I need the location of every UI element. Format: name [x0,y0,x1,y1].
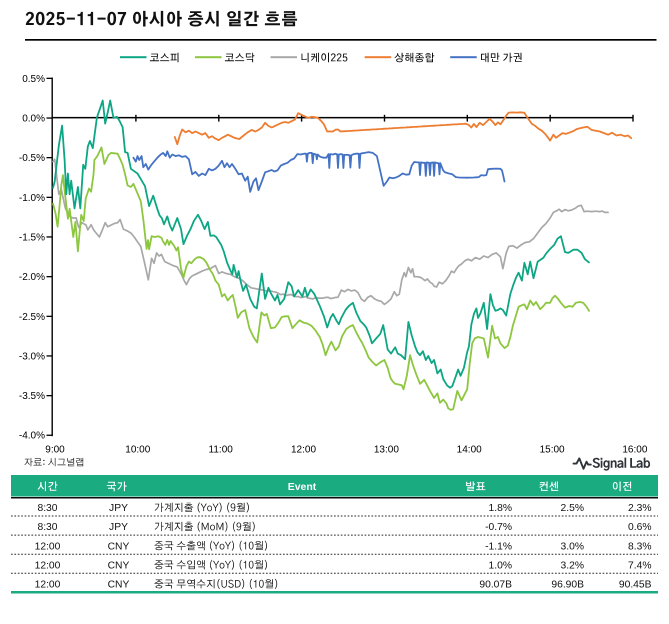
svg-text:12:00: 12:00 [35,541,61,552]
svg-text:3.2%: 3.2% [561,560,584,571]
svg-text:-3.5%: -3.5% [19,391,45,402]
svg-text:96.90B: 96.90B [551,580,584,591]
svg-text:1.0%: 1.0% [489,560,512,571]
svg-text:12:00: 12:00 [291,444,316,455]
svg-text:1.8%: 1.8% [489,503,512,514]
svg-text:9:00: 9:00 [45,444,65,455]
svg-text:Event: Event [288,481,317,493]
svg-text:15:00: 15:00 [540,444,565,455]
svg-text:14:00: 14:00 [457,444,482,455]
svg-text:90.45B: 90.45B [619,580,652,591]
svg-text:8.3%: 8.3% [628,541,651,552]
svg-text:-3.0%: -3.0% [19,351,45,362]
svg-text:8:30: 8:30 [37,503,57,514]
svg-text:-1.0%: -1.0% [19,193,45,204]
svg-text:16:00: 16:00 [622,444,647,455]
svg-text:12:00: 12:00 [35,580,61,591]
svg-text:0.5%: 0.5% [22,74,45,85]
svg-text:CNY: CNY [108,580,130,591]
svg-text:13:00: 13:00 [374,444,399,455]
svg-text:-1.1%: -1.1% [485,541,512,552]
svg-text:-0.5%: -0.5% [19,153,45,164]
svg-text:2.5%: 2.5% [561,503,584,514]
svg-text:JPY: JPY [109,503,128,514]
svg-text:CNY: CNY [108,541,130,552]
svg-text:0.6%: 0.6% [628,522,651,533]
svg-text:90.07B: 90.07B [479,580,512,591]
svg-text:-2.0%: -2.0% [19,272,45,283]
svg-text:2.3%: 2.3% [628,503,651,514]
svg-text:-0.7%: -0.7% [485,522,512,533]
svg-text:CNY: CNY [108,560,130,571]
svg-text:10:00: 10:00 [125,444,150,455]
svg-text:11:00: 11:00 [209,444,234,455]
svg-text:0.0%: 0.0% [22,114,45,125]
svg-text:8:30: 8:30 [37,522,57,533]
svg-text:-2.5%: -2.5% [19,312,45,323]
svg-text:12:00: 12:00 [35,560,61,571]
svg-text:-1.5%: -1.5% [19,232,45,243]
svg-text:3.0%: 3.0% [561,541,584,552]
svg-text:7.4%: 7.4% [628,560,651,571]
svg-text:JPY: JPY [109,522,128,533]
svg-text:-4.0%: -4.0% [19,431,45,442]
